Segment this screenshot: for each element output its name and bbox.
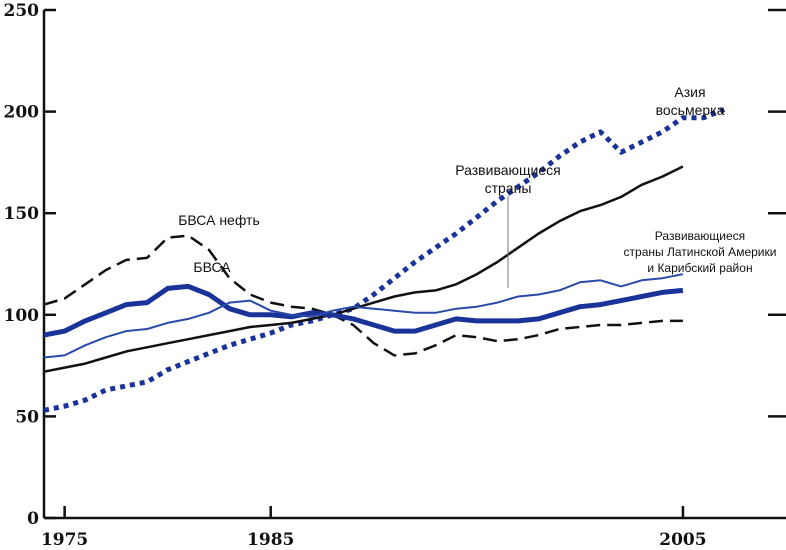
developing-label-line1: Развивающиеся [455,162,560,178]
series-line-2 [43,234,683,357]
mena-oil-label: БВСА нефть [178,212,260,228]
x-tick-label-2005: 2005 [659,530,706,550]
series-lines [43,107,726,413]
series-line-1 [43,165,684,373]
asia-label-line2: восьмерка [656,102,725,118]
y-tick-label-250: 250 [4,1,40,21]
y-tick-label-0: 0 [27,509,39,529]
series-line-4 [43,273,684,359]
right-axis-ticks [768,8,786,418]
y-tick-label-200: 200 [4,103,40,123]
y-tick-label-50: 50 [15,407,39,427]
x-tick-label-1985: 1985 [247,530,294,550]
series-line-0 [43,107,726,413]
developing-label-line2: страны [485,180,532,196]
mena-label: БВСА [193,259,231,275]
latam-label-line1: Развивающиеся [655,229,745,243]
y-axis-ticks: 0 50 100 150 200 250 [4,1,56,529]
x-tick-label-1975: 1975 [41,530,88,550]
x-axis-ticks: 1975 1985 2005 [41,506,707,550]
asia-label-line1: Азия [674,84,705,100]
latam-label-line3: и Карибский район [647,261,752,275]
latam-label-line2: страны Латинской Америки [624,245,777,259]
y-tick-label-150: 150 [4,204,40,224]
series-line-3 [43,283,684,338]
y-tick-label-100: 100 [4,306,40,326]
